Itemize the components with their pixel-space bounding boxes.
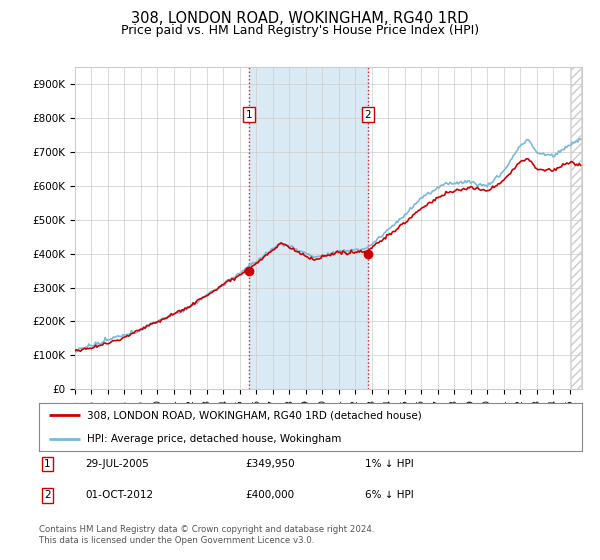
Text: Contains HM Land Registry data © Crown copyright and database right 2024.
This d: Contains HM Land Registry data © Crown c… xyxy=(39,525,374,545)
Text: 1: 1 xyxy=(44,459,50,469)
Text: 6% ↓ HPI: 6% ↓ HPI xyxy=(365,491,413,501)
Text: 2: 2 xyxy=(44,491,50,501)
Text: 308, LONDON ROAD, WOKINGHAM, RG40 1RD: 308, LONDON ROAD, WOKINGHAM, RG40 1RD xyxy=(131,11,469,26)
Text: 29-JUL-2005: 29-JUL-2005 xyxy=(85,459,149,469)
Text: £400,000: £400,000 xyxy=(245,491,295,501)
Text: 1% ↓ HPI: 1% ↓ HPI xyxy=(365,459,413,469)
Text: HPI: Average price, detached house, Wokingham: HPI: Average price, detached house, Woki… xyxy=(87,434,341,444)
Text: 2: 2 xyxy=(364,110,371,120)
Text: Price paid vs. HM Land Registry's House Price Index (HPI): Price paid vs. HM Land Registry's House … xyxy=(121,24,479,36)
Text: 308, LONDON ROAD, WOKINGHAM, RG40 1RD (detached house): 308, LONDON ROAD, WOKINGHAM, RG40 1RD (d… xyxy=(87,410,422,420)
Text: 1: 1 xyxy=(246,110,253,120)
Text: 01-OCT-2012: 01-OCT-2012 xyxy=(85,491,153,501)
Text: £349,950: £349,950 xyxy=(245,459,295,469)
